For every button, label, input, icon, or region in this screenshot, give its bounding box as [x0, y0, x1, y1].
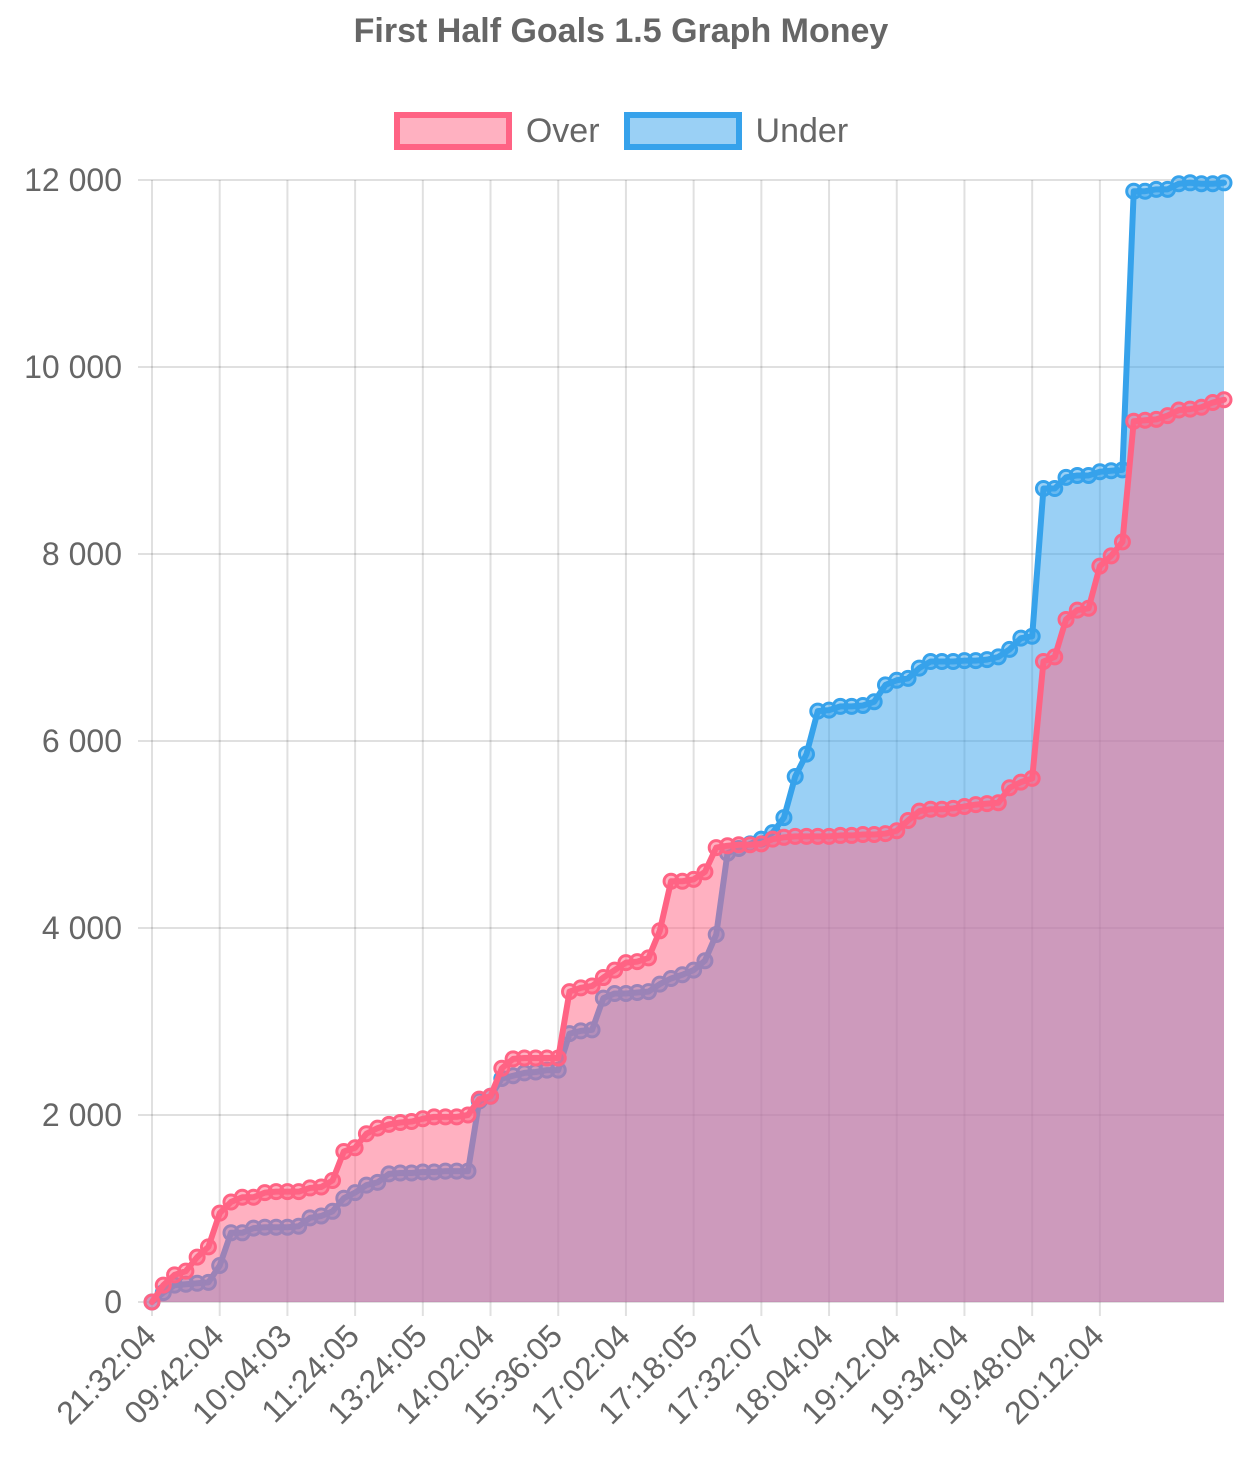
point-over — [188, 1248, 206, 1266]
point-over — [651, 922, 669, 940]
point-over — [1023, 769, 1041, 787]
point-under — [786, 768, 804, 786]
point-over — [143, 1293, 161, 1311]
point-over — [1113, 533, 1131, 551]
legend-item-under[interactable]: Under — [623, 111, 849, 151]
point-under — [865, 693, 883, 711]
point-over — [482, 1087, 500, 1105]
legend: Over Under — [0, 106, 1242, 156]
point-over — [1057, 610, 1075, 628]
point-under — [1023, 627, 1041, 645]
point-over — [459, 1106, 477, 1124]
legend-swatch-under — [623, 112, 742, 150]
point-under — [899, 669, 917, 687]
y-tick-label: 10 000 — [24, 349, 122, 385]
point-over — [154, 1276, 172, 1294]
point-over — [1091, 557, 1109, 575]
point-over — [324, 1171, 342, 1189]
point-over — [177, 1262, 195, 1280]
point-over — [989, 794, 1007, 812]
point-over — [640, 949, 658, 967]
y-tick-label: 12 000 — [24, 162, 122, 198]
legend-item-over[interactable]: Over — [393, 111, 600, 151]
point-under — [775, 809, 793, 827]
y-tick-label: 2 000 — [42, 1097, 122, 1133]
legend-label-under: Under — [755, 111, 849, 150]
point-over — [211, 1204, 229, 1222]
point-over — [1080, 599, 1098, 617]
point-over — [346, 1139, 364, 1157]
point-over — [696, 863, 714, 881]
legend-label-over: Over — [525, 111, 600, 150]
point-under — [989, 648, 1007, 666]
point-over — [199, 1238, 217, 1256]
point-under — [1001, 640, 1019, 658]
y-tick-label: 8 000 — [42, 536, 122, 572]
point-over — [1102, 547, 1120, 565]
point-over — [606, 961, 624, 979]
point-under — [797, 745, 815, 763]
y-tick-label: 0 — [104, 1284, 122, 1320]
series-over — [143, 391, 1233, 1311]
point-over — [1046, 648, 1064, 666]
point-over — [899, 811, 917, 829]
area-over — [152, 399, 1224, 1303]
point-over — [1215, 391, 1233, 409]
point-over — [685, 870, 703, 888]
point-over — [888, 822, 906, 840]
y-tick-label: 4 000 — [42, 910, 122, 946]
point-over — [493, 1059, 511, 1077]
point-over — [583, 977, 601, 995]
point-under — [1046, 480, 1064, 498]
point-over — [594, 969, 612, 987]
chart-title: First Half Goals 1.5 Graph Money — [353, 12, 889, 50]
y-tick-label: 6 000 — [42, 723, 122, 759]
legend-swatch-over — [393, 112, 512, 150]
point-under — [1215, 174, 1233, 192]
point-over — [549, 1049, 567, 1067]
